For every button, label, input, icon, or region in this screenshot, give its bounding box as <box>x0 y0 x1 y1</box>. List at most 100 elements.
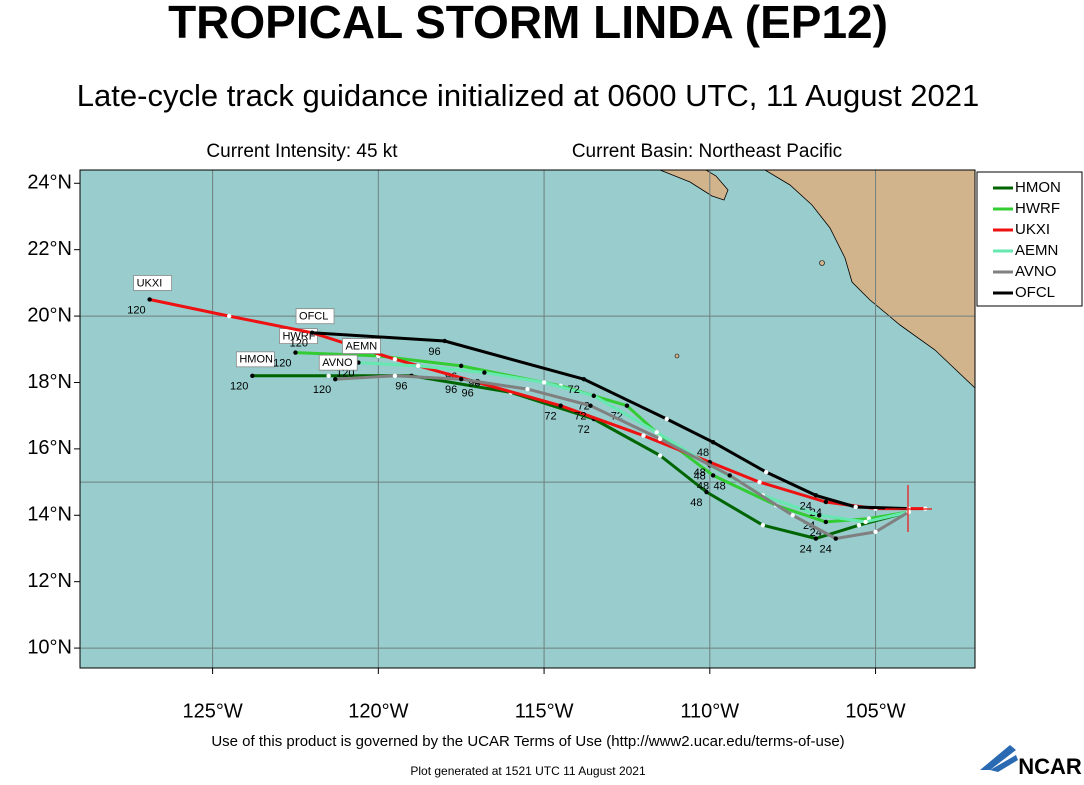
track-point <box>813 493 819 498</box>
y-tick-label: 22°N <box>27 238 72 260</box>
track-name-box <box>133 275 173 291</box>
footer: Use of this product is governed by the U… <box>211 733 844 750</box>
tau-label: 120 <box>273 358 291 370</box>
track-point <box>392 357 398 362</box>
legend-label: AEMN <box>1015 242 1058 259</box>
track-name-box <box>318 354 358 371</box>
grid <box>80 170 975 668</box>
tracks: 24487296120HMON24487296120HWRF2448729612… <box>127 275 928 555</box>
track-name: OFCL <box>299 311 328 323</box>
track-name: UKXI <box>137 277 163 289</box>
track-point <box>541 380 547 385</box>
track-name-box <box>342 338 381 354</box>
island <box>819 260 825 266</box>
track-point <box>813 536 819 541</box>
legend-label: HMON <box>1015 179 1061 196</box>
tau-label: 24 <box>800 543 812 555</box>
track-point <box>873 529 878 535</box>
model-track: 24 48 72 96 120 AVNO <box>313 354 911 555</box>
tau-label: 48 <box>690 497 702 509</box>
storm-position <box>885 485 932 532</box>
legend-label: UKXI <box>1015 221 1050 238</box>
tau-label: 48 <box>713 480 725 492</box>
plot-frame <box>79 169 976 669</box>
legend-label: AVNO <box>1015 263 1056 280</box>
track-point <box>833 536 838 541</box>
tau-label: 96 <box>445 384 457 396</box>
tau-label: 24 <box>820 543 832 555</box>
track-point <box>710 473 716 478</box>
logo: NCAR <box>1018 754 1082 779</box>
chart-subtitle: Late-cycle track guidance initialized at… <box>77 78 979 113</box>
y-tick-label: 16°N <box>27 437 72 459</box>
x-tick-label: 110°W <box>680 700 739 722</box>
tau-label: 120 <box>127 304 145 316</box>
chart-title: TROPICAL STORM LINDA (EP12) <box>168 0 888 48</box>
intensity: Current Intensity: 45 kt <box>206 141 398 162</box>
tau-label: 48 <box>694 470 706 482</box>
track-point <box>326 373 331 379</box>
track-name-box <box>295 308 335 325</box>
track-point <box>760 523 766 528</box>
track-name-box <box>235 351 275 368</box>
track-point <box>226 313 232 319</box>
track-point <box>581 376 587 382</box>
track-point <box>823 499 829 505</box>
track-point <box>392 373 398 379</box>
track-point <box>657 436 663 442</box>
track-point <box>442 338 447 344</box>
track-point <box>309 330 315 335</box>
island <box>674 353 680 359</box>
y-tick-label: 12°N <box>27 570 72 592</box>
tau-label: 96 <box>395 381 407 393</box>
x-tick-label: 120°W <box>348 700 408 722</box>
y-tick-label: 20°N <box>27 304 72 326</box>
tau-label: 120 <box>290 338 308 350</box>
land <box>659 170 975 389</box>
tau-label: 72 <box>574 411 586 423</box>
y-tick-label: 14°N <box>27 504 72 526</box>
track-point <box>817 513 822 518</box>
tau-label: 24 <box>800 500 812 512</box>
track-point <box>459 363 464 369</box>
track-point <box>558 403 563 408</box>
track-point <box>727 473 732 478</box>
mainland <box>764 170 975 389</box>
y-tick-label: 10°N <box>27 636 72 658</box>
tau-label: 48 <box>697 480 709 492</box>
generated: Plot generated at 1521 UTC 11 August 202… <box>410 764 646 778</box>
track-point <box>853 504 858 510</box>
track-point <box>641 433 646 438</box>
track-point <box>823 519 829 525</box>
tau-label: 72 <box>544 411 556 423</box>
x-tick-label: 115°W <box>515 700 574 722</box>
track-point <box>657 453 663 458</box>
track-point <box>525 386 530 392</box>
track-point <box>591 393 596 398</box>
track-point <box>790 513 795 518</box>
track-point <box>293 350 298 355</box>
track-point <box>710 440 716 445</box>
track-point <box>624 403 630 408</box>
track-point <box>482 370 487 375</box>
track-point <box>664 416 669 422</box>
track-name: HWRF <box>282 331 315 343</box>
tau-label: 96 <box>428 346 440 358</box>
x-tick-label: 105°W <box>845 700 905 722</box>
track-name: AEMN <box>345 340 377 352</box>
basin: Current Basin: Northeast Pacific <box>572 141 842 162</box>
model-track: 24 48 72 96 120 OFCL <box>290 308 911 512</box>
tau-label: 72 <box>578 424 590 436</box>
track-point <box>757 479 762 485</box>
legend-label: OFCL <box>1015 284 1055 301</box>
legend-label: HWRF <box>1015 200 1060 217</box>
ocean <box>80 170 975 668</box>
tau-label: 120 <box>230 381 248 393</box>
track-point <box>333 376 338 382</box>
y-tick-label: 24°N <box>27 172 72 194</box>
track-point <box>704 489 709 495</box>
track-point <box>856 523 862 528</box>
tau-label: 120 <box>313 384 331 396</box>
